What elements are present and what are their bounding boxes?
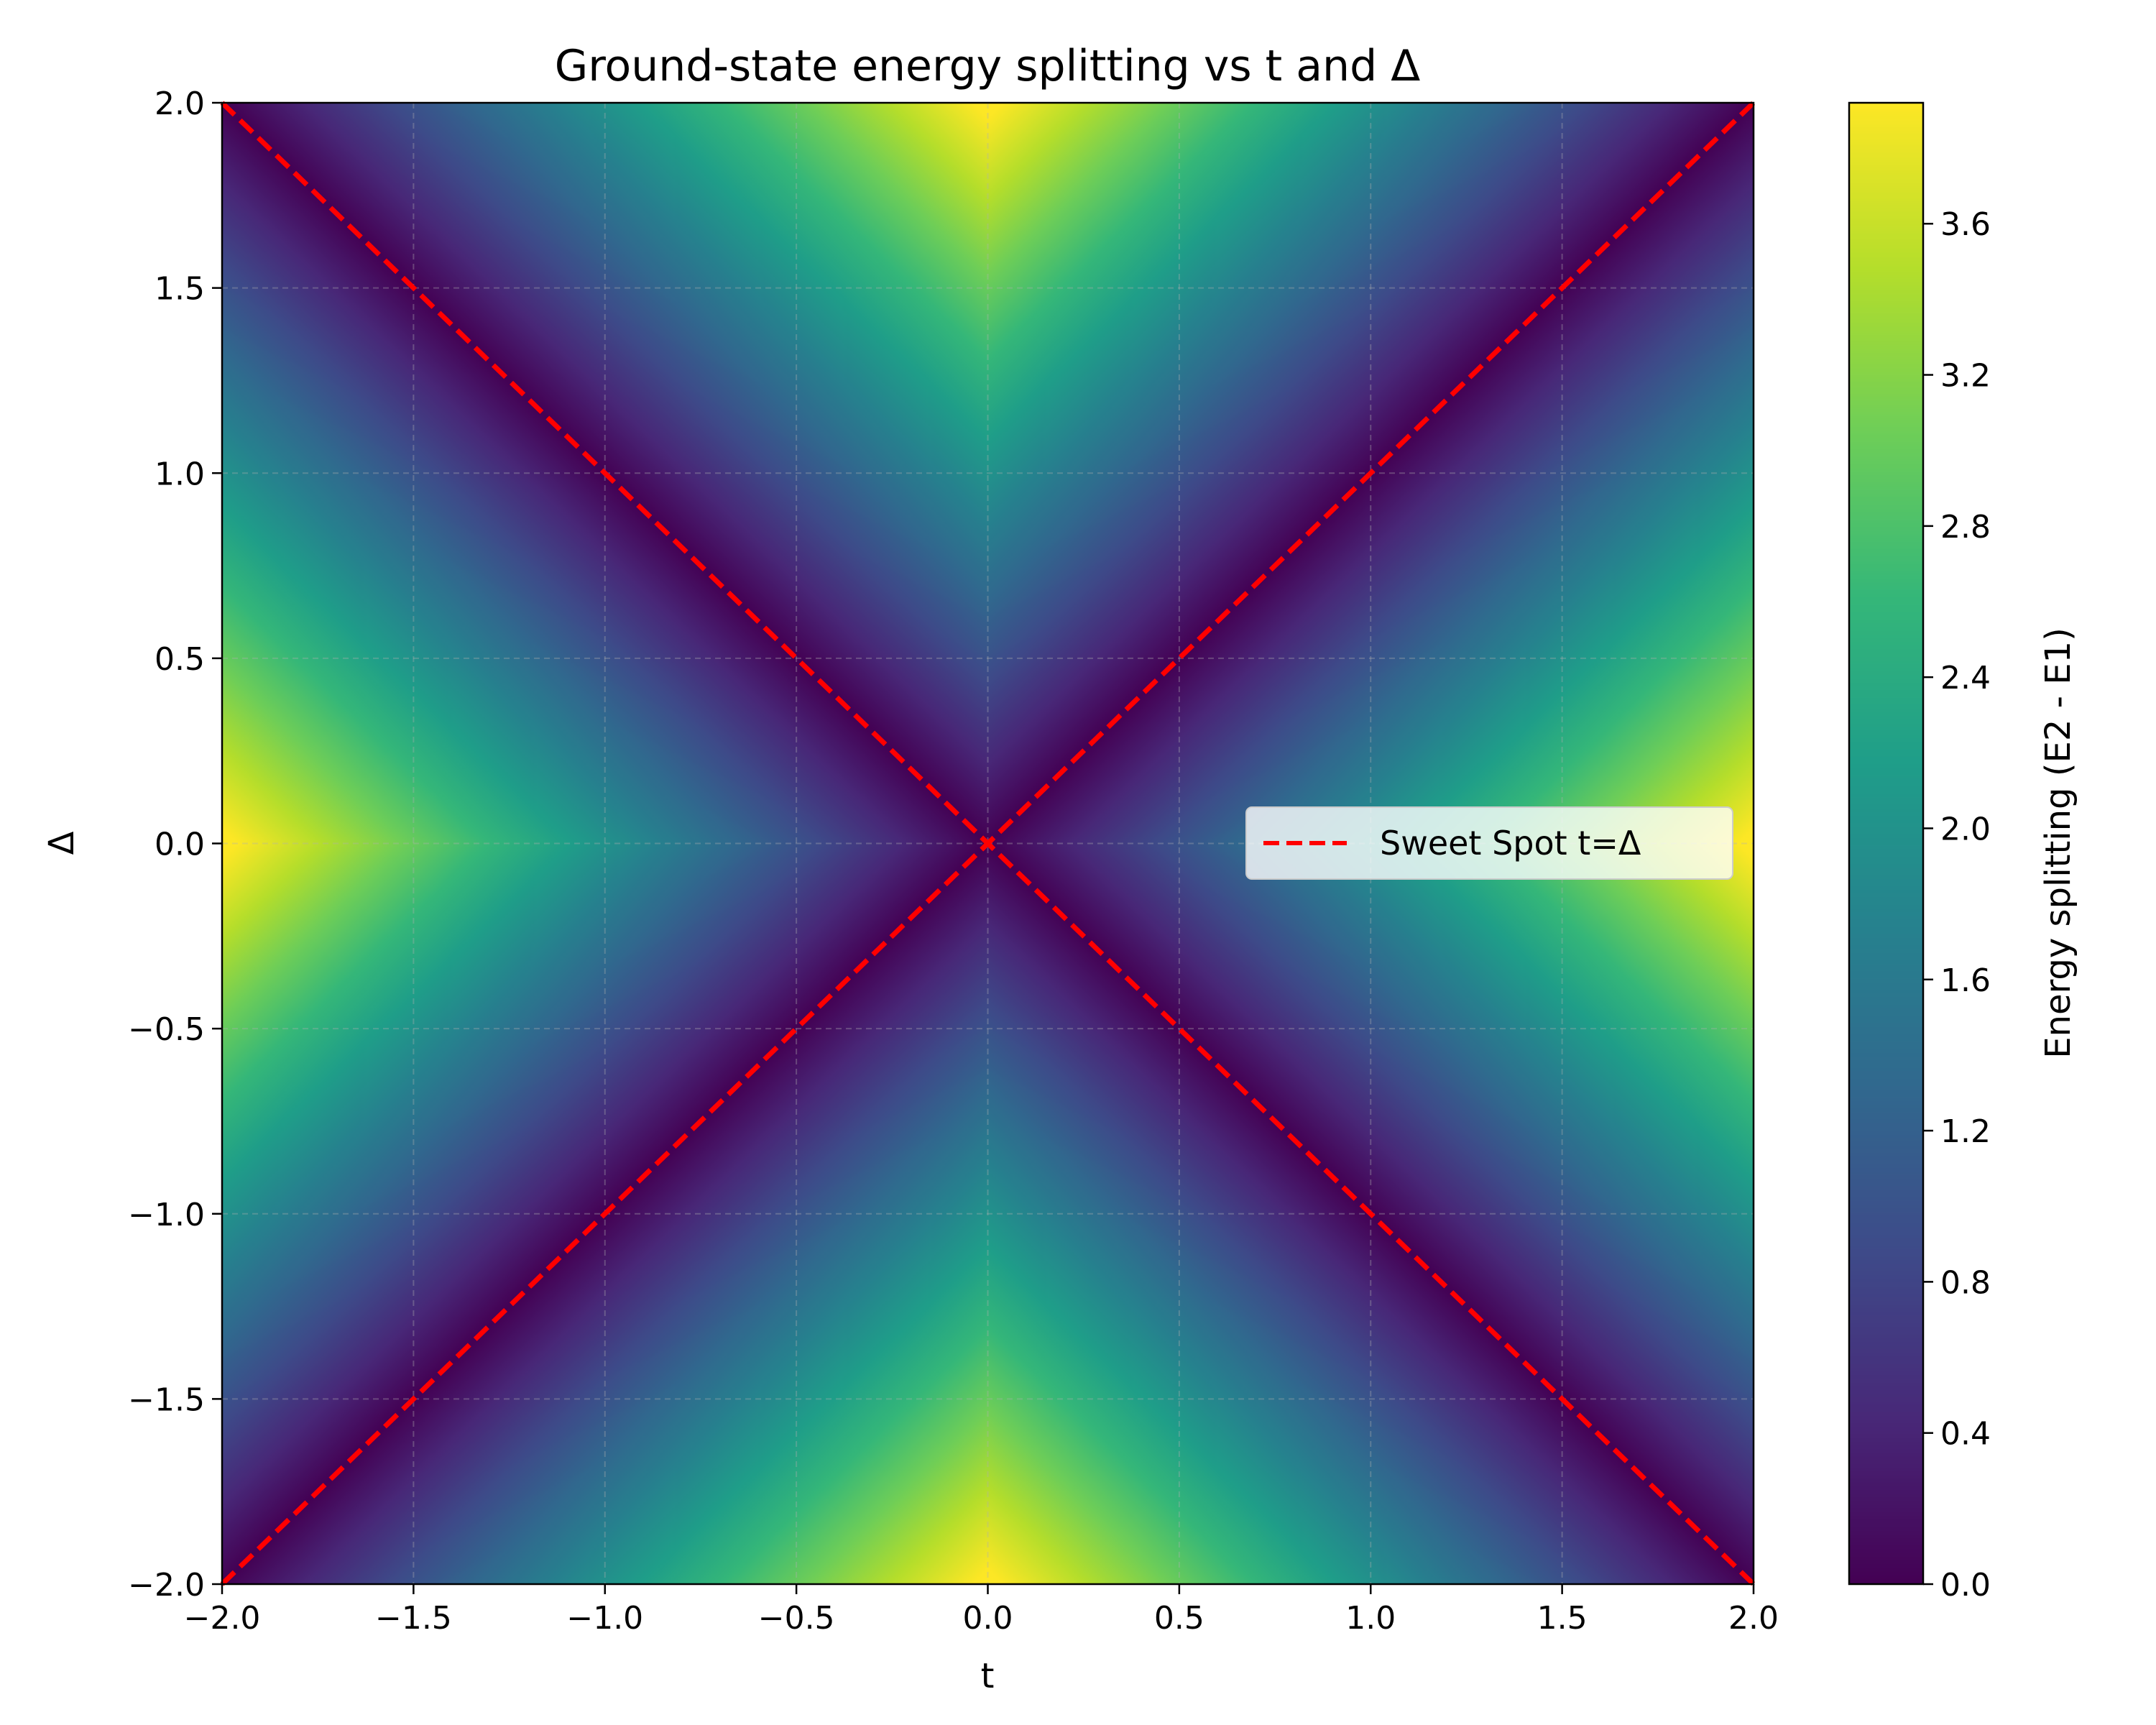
x-tick-label: −2.0 bbox=[184, 1600, 261, 1637]
y-tick-label: 0.5 bbox=[155, 641, 205, 678]
x-tick-label: 1.0 bbox=[1345, 1600, 1396, 1637]
grid-lines bbox=[222, 103, 1754, 1584]
x-axis-label: t bbox=[981, 1656, 995, 1696]
colorbar-tick-label: 2.4 bbox=[1940, 660, 1991, 696]
y-tick-label: 0.0 bbox=[155, 827, 205, 863]
y-axis-label: Δ bbox=[42, 831, 82, 855]
colorbar-tick-label: 0.0 bbox=[1940, 1567, 1991, 1604]
colorbar-tick-label: 3.6 bbox=[1940, 206, 1991, 243]
y-tick-label: 1.5 bbox=[155, 271, 205, 308]
colorbar-frame bbox=[1848, 101, 1925, 1586]
colorbar-tick-label: 1.2 bbox=[1940, 1113, 1991, 1150]
colorbar-tick-label: 2.0 bbox=[1940, 811, 1991, 847]
colorbar-tick-label: 0.4 bbox=[1940, 1416, 1991, 1453]
colorbar-tick-label: 1.6 bbox=[1940, 962, 1991, 999]
y-tick-label: 2.0 bbox=[155, 86, 205, 122]
legend: Sweet Spot t=Δ bbox=[1245, 806, 1733, 880]
chart-title: Ground-state energy splitting vs t and Δ bbox=[555, 41, 1421, 91]
y-axis-ticks: −2.0 −1.5 −1.0 −0.5 0.0 0.5 1.0 1.5 2.0 bbox=[128, 86, 222, 1604]
x-tick-label: 0.0 bbox=[963, 1600, 1013, 1637]
legend-box bbox=[1245, 806, 1733, 880]
sweet-spot-lines bbox=[220, 101, 1756, 1586]
y-tick-label: −0.5 bbox=[128, 1011, 205, 1048]
colorbar-tick-label: 0.8 bbox=[1940, 1264, 1991, 1301]
x-tick-label: −1.5 bbox=[375, 1600, 452, 1637]
colorbar-label: Energy splitting (E2 - E1) bbox=[2038, 627, 2078, 1059]
colorbar-ticks: 0.0 0.4 0.8 1.2 1.6 2.0 2.4 2.8 3.2 3.6 bbox=[1923, 206, 1991, 1604]
x-tick-label: −1.0 bbox=[566, 1600, 643, 1637]
colorbar-gradient bbox=[1849, 103, 1923, 1584]
colorbar-tick-label: 2.8 bbox=[1940, 509, 1991, 546]
x-axis-ticks: −2.0 −1.5 −1.0 −0.5 0.0 0.5 1.0 1.5 2.0 bbox=[184, 1584, 1779, 1637]
y-tick-label: 1.0 bbox=[155, 456, 205, 492]
y-tick-label: −2.0 bbox=[128, 1567, 205, 1604]
x-tick-label: 1.5 bbox=[1537, 1600, 1588, 1637]
x-tick-label: 2.0 bbox=[1728, 1600, 1779, 1637]
legend-entry-sweet-spot: Sweet Spot t=Δ bbox=[1380, 824, 1641, 862]
x-tick-label: −0.5 bbox=[758, 1600, 835, 1637]
sweet-spot-line-antidiagonal bbox=[220, 101, 1756, 1586]
y-tick-label: −1.0 bbox=[128, 1197, 205, 1233]
y-tick-label: −1.5 bbox=[128, 1381, 205, 1418]
x-tick-label: 0.5 bbox=[1154, 1600, 1204, 1637]
colorbar-tick-label: 3.2 bbox=[1940, 358, 1991, 395]
